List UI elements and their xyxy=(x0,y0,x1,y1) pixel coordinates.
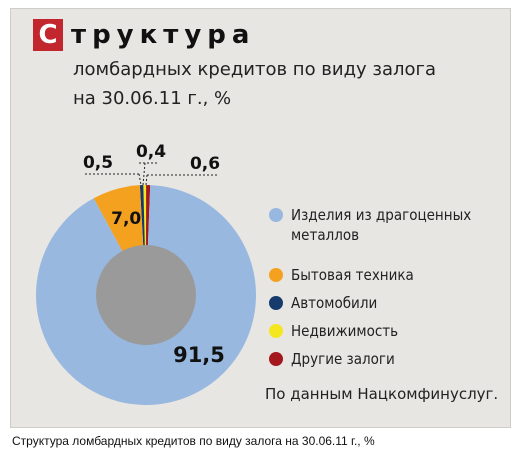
image-caption: Структура ломбардных кредитов по виду за… xyxy=(12,434,375,448)
data-label-other: 0,6 xyxy=(190,154,220,174)
legend-swatch xyxy=(269,324,283,338)
legend-label-line-1: Изделия из драгоценных xyxy=(291,206,472,224)
donut-hole xyxy=(96,245,196,345)
title-initial-letter: С xyxy=(33,19,63,51)
legend-label: Другие залоги xyxy=(291,350,395,368)
legend-swatch xyxy=(269,352,283,366)
legend-label: Бытовая техника xyxy=(291,266,414,284)
leader-line xyxy=(145,174,148,186)
legend-label: Недвижимость xyxy=(291,322,399,340)
legend-label: Автомобили xyxy=(291,294,378,312)
title-word: труктура xyxy=(71,20,256,50)
data-label-cars: 0,5 xyxy=(83,153,113,173)
donut-chart: 91,5 7,0 0,5 0,4 0,6 xyxy=(35,142,256,405)
leader-line xyxy=(138,173,142,186)
data-label-real-estate: 0,4 xyxy=(136,142,166,162)
legend-label-line-2: металлов xyxy=(291,226,360,244)
chart-subtitle-line-1: ломбардных кредитов по виду залога xyxy=(73,59,437,80)
source-note: По данным Нацкомфинуслуг. xyxy=(265,385,499,403)
legend-swatch xyxy=(269,268,283,282)
legend-swatch xyxy=(269,296,283,310)
leader-line xyxy=(142,162,146,186)
data-label-precious-metals: 91,5 xyxy=(173,343,225,367)
chart-subtitle-line-2: на 30.06.11 г., % xyxy=(73,88,232,109)
chart-panel: С труктура ломбардных кредитов по виду з… xyxy=(10,8,511,428)
legend-label: Изделия из драгоценных металлов xyxy=(291,205,471,245)
data-label-appliances: 7,0 xyxy=(111,209,141,229)
legend-swatch xyxy=(269,208,283,222)
